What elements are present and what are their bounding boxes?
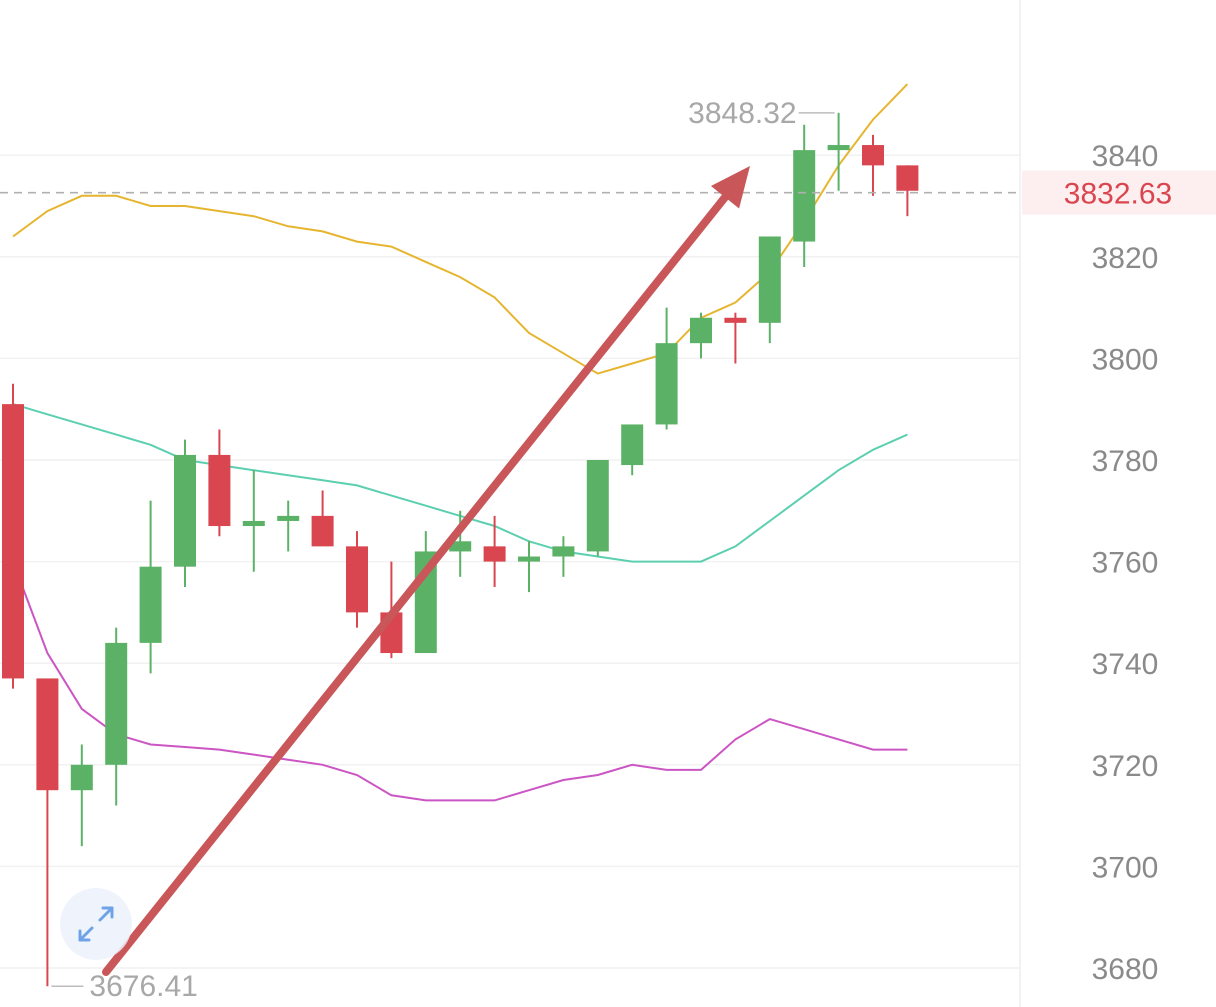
candle-body bbox=[793, 150, 816, 242]
candle-body bbox=[758, 236, 781, 323]
candle-body bbox=[655, 343, 678, 425]
candle bbox=[586, 460, 609, 557]
candle-body bbox=[518, 556, 540, 562]
candle-body bbox=[586, 460, 609, 552]
candle bbox=[70, 744, 93, 847]
ma-line bbox=[12, 83, 909, 375]
candle bbox=[139, 500, 162, 674]
expand-button[interactable] bbox=[60, 888, 132, 960]
candle bbox=[793, 124, 816, 267]
candle bbox=[758, 236, 781, 344]
candle-body bbox=[2, 404, 24, 679]
candle-body bbox=[827, 145, 850, 151]
candle bbox=[2, 383, 24, 689]
y-tick-label: 3840 bbox=[1092, 140, 1159, 173]
ma-line bbox=[12, 561, 908, 802]
candle bbox=[449, 510, 472, 577]
last-price-label: 3832.63 bbox=[1064, 178, 1172, 211]
y-tick-label: 3680 bbox=[1092, 953, 1159, 986]
y-axis: 3680 3700 3720 3740 3760 3780 3800 3820 3840 bbox=[1092, 140, 1159, 986]
expand-arrows-icon bbox=[78, 906, 114, 942]
candle-body bbox=[208, 454, 231, 527]
candle bbox=[552, 536, 575, 577]
candle-body bbox=[36, 678, 59, 791]
low-price-label: 3676.41 bbox=[89, 970, 197, 1003]
candle bbox=[655, 307, 678, 430]
candle bbox=[174, 439, 196, 587]
candles bbox=[2, 112, 919, 987]
y-tick-label: 3720 bbox=[1092, 750, 1159, 783]
candle-body bbox=[449, 541, 472, 552]
candle-body bbox=[552, 546, 575, 557]
candle bbox=[690, 312, 712, 359]
candle bbox=[36, 678, 59, 987]
candle-body bbox=[621, 424, 644, 466]
high-price-label: 3848.32 bbox=[688, 97, 796, 130]
y-tick-label: 3700 bbox=[1092, 851, 1159, 884]
candle bbox=[277, 500, 300, 552]
candle-body bbox=[724, 317, 747, 323]
candle-body bbox=[690, 317, 712, 344]
y-tick-label: 3820 bbox=[1092, 242, 1159, 275]
moving-averages bbox=[12, 83, 909, 802]
trend-arrow-shaft bbox=[102, 193, 730, 976]
trend-arrow bbox=[102, 166, 750, 976]
candle bbox=[862, 134, 884, 196]
candle-body bbox=[70, 764, 93, 791]
y-tick-label: 3740 bbox=[1092, 648, 1159, 681]
y-tick-label: 3780 bbox=[1092, 445, 1159, 478]
y-tick-label: 3760 bbox=[1092, 547, 1159, 580]
y-tick-label: 3800 bbox=[1092, 343, 1159, 376]
candle-body bbox=[346, 546, 368, 613]
candle bbox=[896, 165, 919, 217]
candle-body bbox=[311, 515, 334, 547]
candle bbox=[621, 424, 644, 476]
candle bbox=[483, 515, 506, 587]
candle bbox=[208, 429, 231, 537]
extreme-labels: 3848.32 3676.41 bbox=[51, 97, 835, 1003]
candle bbox=[827, 112, 850, 191]
candle-body bbox=[896, 165, 919, 191]
candle bbox=[724, 312, 747, 364]
last-price-marker: 3832.63 bbox=[0, 170, 1216, 215]
axis-panel bbox=[1020, 0, 1216, 1007]
candle bbox=[242, 470, 265, 572]
candle-body bbox=[277, 515, 300, 521]
candle bbox=[414, 531, 437, 654]
trend-arrow-head bbox=[710, 166, 750, 209]
candle-body bbox=[174, 454, 196, 567]
candle-body bbox=[139, 566, 162, 643]
candle-body bbox=[105, 642, 128, 765]
candle bbox=[346, 531, 368, 628]
candle bbox=[311, 490, 334, 547]
candle-body bbox=[862, 145, 884, 166]
candle-body bbox=[242, 520, 265, 527]
candle-body bbox=[483, 546, 506, 562]
last-price-badge bbox=[1022, 170, 1216, 215]
candle bbox=[518, 541, 540, 593]
candle bbox=[105, 627, 128, 806]
